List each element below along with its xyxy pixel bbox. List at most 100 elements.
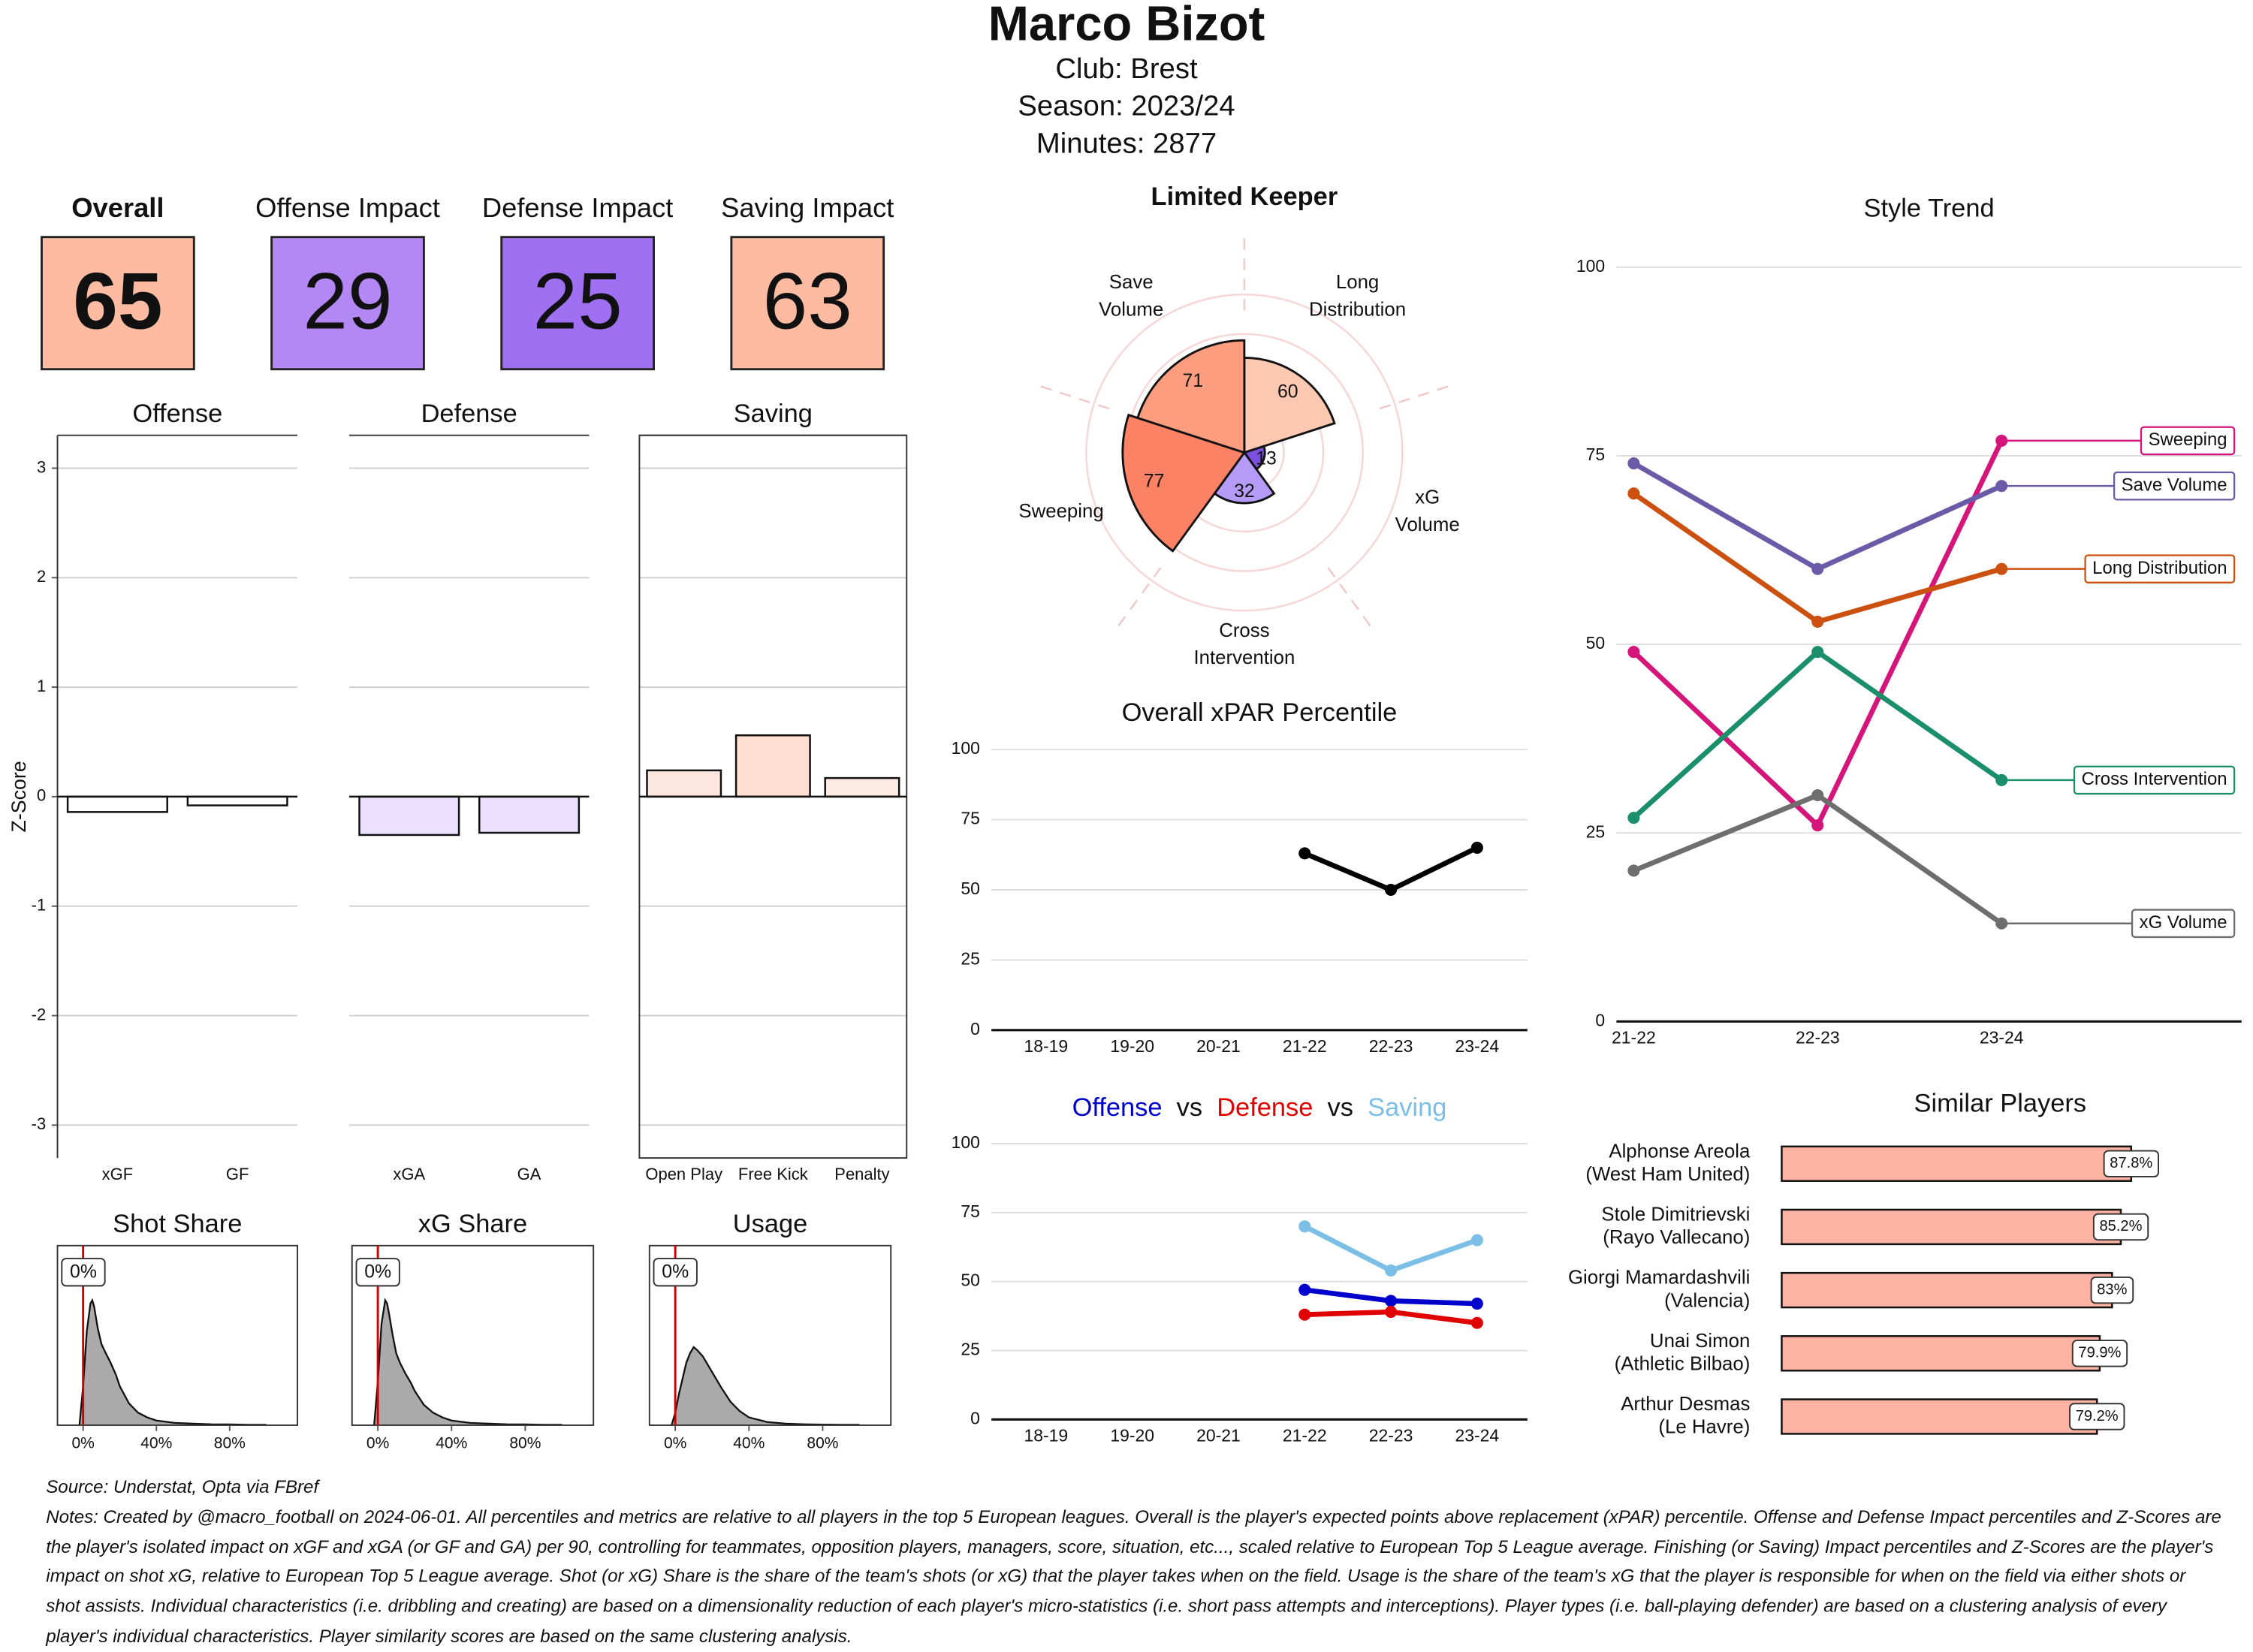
series-point (1470, 1316, 1483, 1329)
y-tick-label: 50 (961, 879, 980, 898)
series-point (1627, 864, 1640, 877)
panel-frame (648, 1244, 892, 1426)
y-tick-label: 0 (1595, 1010, 1605, 1029)
density-line (671, 1346, 860, 1426)
end-label-box (2140, 426, 2236, 456)
player-name: Arthur Desmas (1621, 1394, 1750, 1415)
x-tick-label: Penalty (834, 1165, 889, 1183)
density-line (78, 1298, 267, 1426)
y-tick-label: 100 (952, 1132, 980, 1152)
y-tick-label: 50 (1586, 633, 1606, 653)
polar-sector (1121, 413, 1247, 553)
polar-spoke (1033, 383, 1110, 410)
series-point (1298, 1283, 1311, 1296)
end-label-text: Sweeping (2149, 430, 2227, 450)
title-joiner: vs (1328, 1093, 1353, 1122)
player-club: (Valencia) (1664, 1290, 1750, 1311)
sector-label: xG Volume (1395, 487, 1460, 535)
marker-label-box (355, 1258, 400, 1287)
y-tick-label: 0 (37, 786, 46, 805)
x-tick-label: 18-19 (1024, 1036, 1069, 1056)
value-label-box (2069, 1403, 2125, 1430)
bar (734, 734, 811, 798)
value-label-text: 83% (2097, 1281, 2127, 1298)
x-tick-label: 22-23 (1796, 1027, 1840, 1047)
season: Season: 2023/24 (1018, 90, 1235, 122)
x-tick-label: GF (226, 1165, 249, 1183)
y-tick-label: 75 (961, 809, 980, 828)
player-club: (Le Havre) (1658, 1417, 1750, 1438)
y-tick-label: 25 (961, 948, 980, 968)
value-label-text: 79.9% (2078, 1345, 2121, 1361)
player-club: (Rayo Vallecano) (1603, 1227, 1750, 1248)
series-line (1303, 845, 1479, 893)
value-label-box (2103, 1150, 2159, 1177)
x-tick-label: 21-22 (1283, 1425, 1327, 1445)
sector-value: 32 (1234, 481, 1255, 502)
card-label: Defense Impact (482, 192, 674, 223)
end-label: Cross Intervention (2001, 765, 2236, 795)
bar (478, 795, 581, 834)
x-tick-label: 19-20 (1110, 1036, 1154, 1056)
x-tick-label: xGA (393, 1165, 425, 1183)
value-label: 83% (2090, 1276, 2134, 1304)
series-point (1385, 883, 1398, 897)
y-tick-label: 25 (961, 1340, 980, 1359)
card-value: 25 (533, 256, 623, 346)
series-point (1811, 788, 1824, 802)
panel-title: Shot Share (113, 1210, 242, 1238)
x-tick-label: 80% (807, 1434, 838, 1452)
end-label-box (2131, 909, 2236, 939)
player-name: Stole Dimitrievski (1601, 1204, 1750, 1225)
chart-title: Overall xPAR Percentile (1122, 698, 1398, 727)
sector-value: 13 (1256, 448, 1277, 469)
y-tick-label: 50 (961, 1271, 980, 1290)
similarity-bar (1781, 1335, 2101, 1372)
end-label-box (2113, 471, 2236, 501)
end-label: Sweeping (2001, 426, 2236, 456)
x-tick-label: GA (517, 1165, 541, 1183)
card-label: Offense Impact (255, 192, 440, 223)
density-area (671, 1346, 860, 1425)
series-point (1811, 646, 1824, 659)
value-label-text: 85.2% (2100, 1218, 2143, 1234)
value-label-box (2090, 1276, 2134, 1304)
series-point (1811, 819, 1824, 832)
series-line (1303, 1224, 1478, 1274)
y-tick-label: -3 (32, 1114, 47, 1133)
x-tick-label: 0% (664, 1434, 686, 1452)
series-point (1627, 487, 1640, 500)
x-tick-label: 20-21 (1196, 1036, 1241, 1056)
x-tick-label: 80% (214, 1434, 246, 1452)
notes-block: Source: Understat, Opta via FBref Notes:… (46, 1473, 2224, 1652)
y-tick-label: 3 (37, 457, 46, 476)
value-label: 87.8% (2103, 1150, 2159, 1177)
value-label: 79.9% (2071, 1340, 2128, 1367)
x-tick-label: 0% (71, 1434, 94, 1452)
panel-title: Usage (733, 1210, 808, 1238)
sector-label: Sweeping (1018, 501, 1103, 522)
density-area (374, 1300, 562, 1425)
value-label: 79.2% (2069, 1403, 2125, 1430)
marker-label-box (61, 1258, 106, 1287)
sector-value: 60 (1277, 381, 1298, 402)
title-joiner: vs (1177, 1093, 1202, 1122)
y-tick-label: 0 (970, 1408, 980, 1427)
x-tick-label: 0% (366, 1434, 389, 1452)
series-point (1627, 457, 1640, 470)
card-box (500, 236, 655, 371)
player-name: Marco Bizot (988, 0, 1265, 51)
series-point (1385, 1306, 1398, 1319)
series-point (1385, 1295, 1398, 1307)
x-tick-label: xGF (102, 1165, 134, 1183)
y-tick-label: 75 (961, 1201, 980, 1221)
card-value: 63 (763, 256, 852, 346)
minutes: Minutes: 2877 (1036, 127, 1217, 159)
polar-sector (1213, 451, 1276, 505)
series-line (1633, 792, 2004, 926)
x-tick-label: Open Play (645, 1165, 722, 1183)
chart-title: Style Trend (1864, 194, 1995, 222)
sector-value: 71 (1183, 370, 1204, 391)
title-series: Saving (1368, 1093, 1446, 1122)
